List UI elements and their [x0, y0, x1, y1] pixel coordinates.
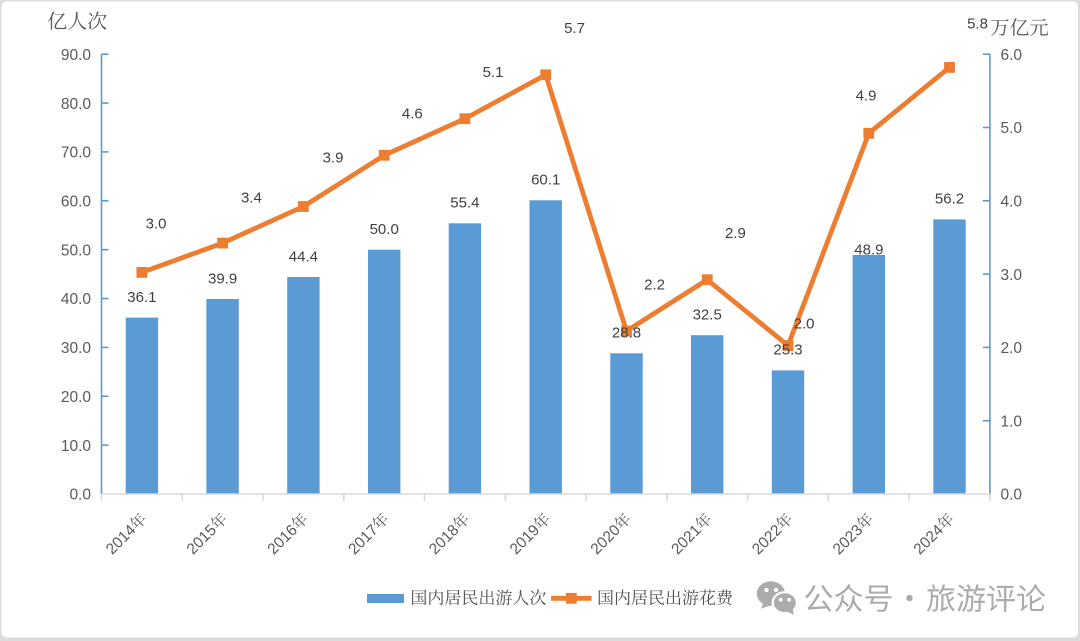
svg-text:5.7: 5.7 — [564, 20, 585, 37]
svg-text:36.1: 36.1 — [127, 289, 156, 306]
svg-text:90.0: 90.0 — [61, 47, 92, 64]
svg-text:25.3: 25.3 — [773, 342, 802, 359]
svg-text:4.9: 4.9 — [856, 87, 877, 104]
svg-text:50.0: 50.0 — [61, 242, 92, 259]
svg-text:3.9: 3.9 — [323, 150, 344, 167]
svg-text:28.8: 28.8 — [612, 325, 641, 342]
svg-text:20.0: 20.0 — [61, 389, 92, 406]
svg-text:2.0: 2.0 — [794, 316, 815, 333]
svg-text:5.0: 5.0 — [1001, 120, 1023, 137]
svg-text:3.0: 3.0 — [1001, 267, 1023, 284]
svg-text:60.1: 60.1 — [531, 172, 560, 189]
svg-text:40.0: 40.0 — [61, 291, 92, 308]
svg-text:48.9: 48.9 — [854, 242, 883, 259]
svg-text:5.1: 5.1 — [483, 64, 504, 81]
svg-text:44.4: 44.4 — [289, 248, 318, 265]
svg-text:4.0: 4.0 — [1001, 194, 1023, 211]
svg-text:32.5: 32.5 — [693, 307, 722, 324]
svg-text:5.8: 5.8 — [967, 15, 988, 32]
svg-text:3.4: 3.4 — [241, 190, 262, 207]
svg-text:0.0: 0.0 — [1001, 487, 1023, 504]
svg-text:10.0: 10.0 — [61, 438, 92, 455]
svg-text:55.4: 55.4 — [450, 195, 479, 212]
svg-text:60.0: 60.0 — [61, 194, 92, 211]
svg-text:6.0: 6.0 — [1001, 47, 1023, 64]
svg-text:4.6: 4.6 — [402, 105, 423, 122]
svg-text:3.0: 3.0 — [146, 216, 167, 233]
svg-text:50.0: 50.0 — [370, 221, 399, 238]
svg-text:2.9: 2.9 — [725, 225, 746, 242]
svg-text:0.0: 0.0 — [69, 487, 91, 504]
svg-text:30.0: 30.0 — [61, 340, 92, 357]
svg-text:1.0: 1.0 — [1001, 413, 1023, 430]
svg-text:2.0: 2.0 — [1001, 340, 1023, 357]
svg-text:39.9: 39.9 — [208, 270, 237, 287]
svg-text:70.0: 70.0 — [61, 145, 92, 162]
svg-text:56.2: 56.2 — [935, 191, 964, 208]
svg-text:2.2: 2.2 — [644, 276, 665, 293]
svg-text:80.0: 80.0 — [61, 96, 92, 113]
